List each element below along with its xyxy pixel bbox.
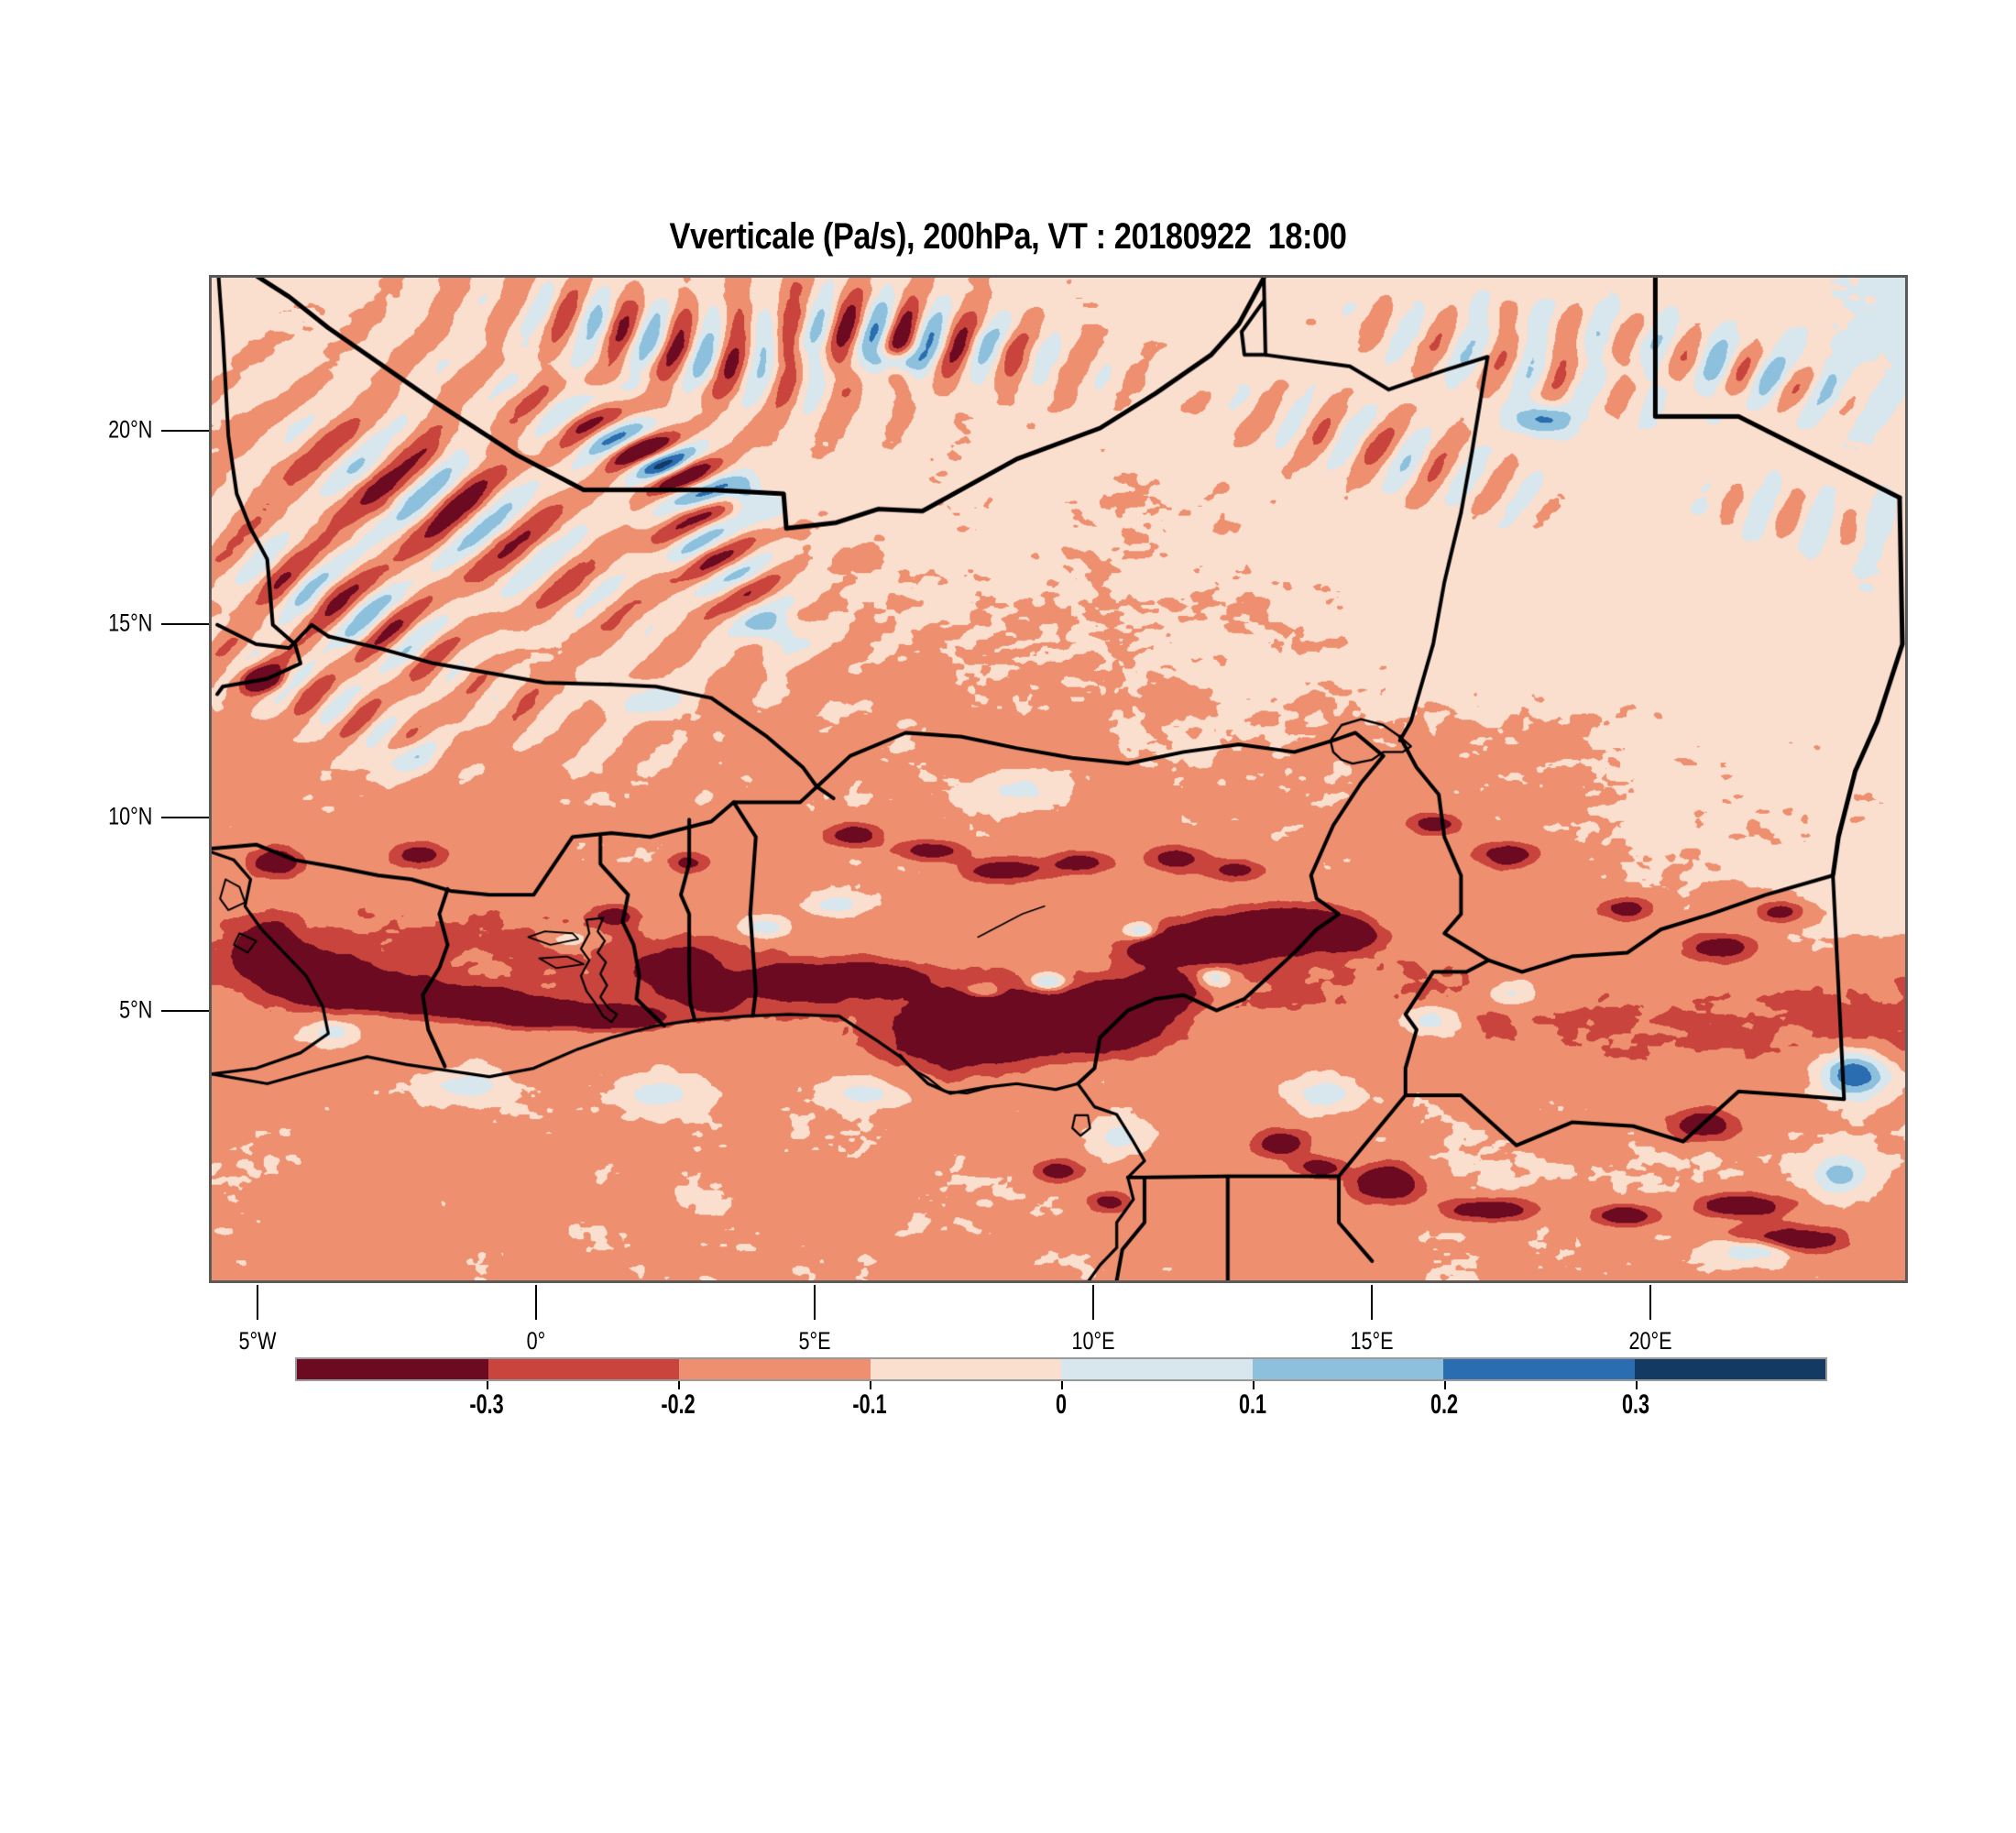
colorbar-tick-mark-4 bbox=[1253, 1381, 1255, 1389]
page-title: Vverticale (Pa/s), 200hPa, VT : 20180922… bbox=[669, 216, 1347, 257]
colorbar-tick-mark-1 bbox=[678, 1381, 680, 1389]
ytick-label-5N: 5°N bbox=[118, 995, 152, 1024]
colorbar-tick-label-4: 0.1 bbox=[1238, 1389, 1267, 1420]
colorbar-tick-label-0: -0.3 bbox=[469, 1389, 504, 1420]
xtick-mark-10E bbox=[1092, 1285, 1094, 1320]
colorbar-tick-label-1: -0.2 bbox=[661, 1389, 696, 1420]
xtick-mark-0 bbox=[535, 1285, 537, 1320]
xtick-mark-5W bbox=[257, 1285, 258, 1320]
ytick-label-10N: 10°N bbox=[107, 802, 152, 830]
xtick-label-0: 0° bbox=[526, 1327, 546, 1355]
colorbar-segment-6 bbox=[1443, 1359, 1635, 1379]
ytick-mark-5N bbox=[161, 1010, 209, 1012]
xtick-label-15E: 15°E bbox=[1350, 1327, 1394, 1355]
colorbar[interactable] bbox=[295, 1357, 1827, 1381]
ytick-mark-15N bbox=[161, 623, 209, 625]
colorbar-segment-2 bbox=[679, 1359, 871, 1379]
ytick-label-15N: 15°N bbox=[107, 609, 152, 637]
colorbar-tick-label-5: 0.2 bbox=[1430, 1389, 1459, 1420]
colorbar-tick-mark-5 bbox=[1444, 1381, 1446, 1389]
colorbar-segment-3 bbox=[870, 1359, 1061, 1379]
colorbar-tick-label-6: 0.3 bbox=[1621, 1389, 1650, 1420]
xtick-mark-5E bbox=[814, 1285, 816, 1320]
ytick-label-20N: 20°N bbox=[107, 415, 152, 444]
xtick-label-20E: 20°E bbox=[1628, 1327, 1672, 1355]
colorbar-segment-7 bbox=[1634, 1359, 1825, 1379]
colorbar-tick-label-3: 0 bbox=[1055, 1389, 1068, 1420]
colorbar-tick-mark-6 bbox=[1636, 1381, 1638, 1389]
colorbar-tick-mark-2 bbox=[870, 1381, 871, 1389]
omega-contour-fill-map bbox=[212, 278, 1905, 1280]
colorbar-tick-mark-3 bbox=[1061, 1381, 1063, 1389]
xtick-label-10E: 10°E bbox=[1071, 1327, 1115, 1355]
ytick-mark-10N bbox=[161, 817, 209, 818]
xtick-label-5W: 5°W bbox=[238, 1327, 277, 1355]
xtick-mark-20E bbox=[1649, 1285, 1651, 1320]
colorbar-segment-5 bbox=[1252, 1359, 1443, 1379]
xtick-label-5E: 5°E bbox=[798, 1327, 831, 1355]
colorbar-tick-mark-0 bbox=[487, 1381, 488, 1389]
colorbar-segment-1 bbox=[488, 1359, 679, 1379]
colorbar-segment-4 bbox=[1061, 1359, 1253, 1379]
colorbar-tick-label-2: -0.1 bbox=[852, 1389, 887, 1420]
colorbar-segment-0 bbox=[297, 1359, 488, 1379]
ytick-mark-20N bbox=[161, 430, 209, 432]
map-plot-area[interactable] bbox=[209, 275, 1908, 1283]
xtick-mark-15E bbox=[1371, 1285, 1373, 1320]
